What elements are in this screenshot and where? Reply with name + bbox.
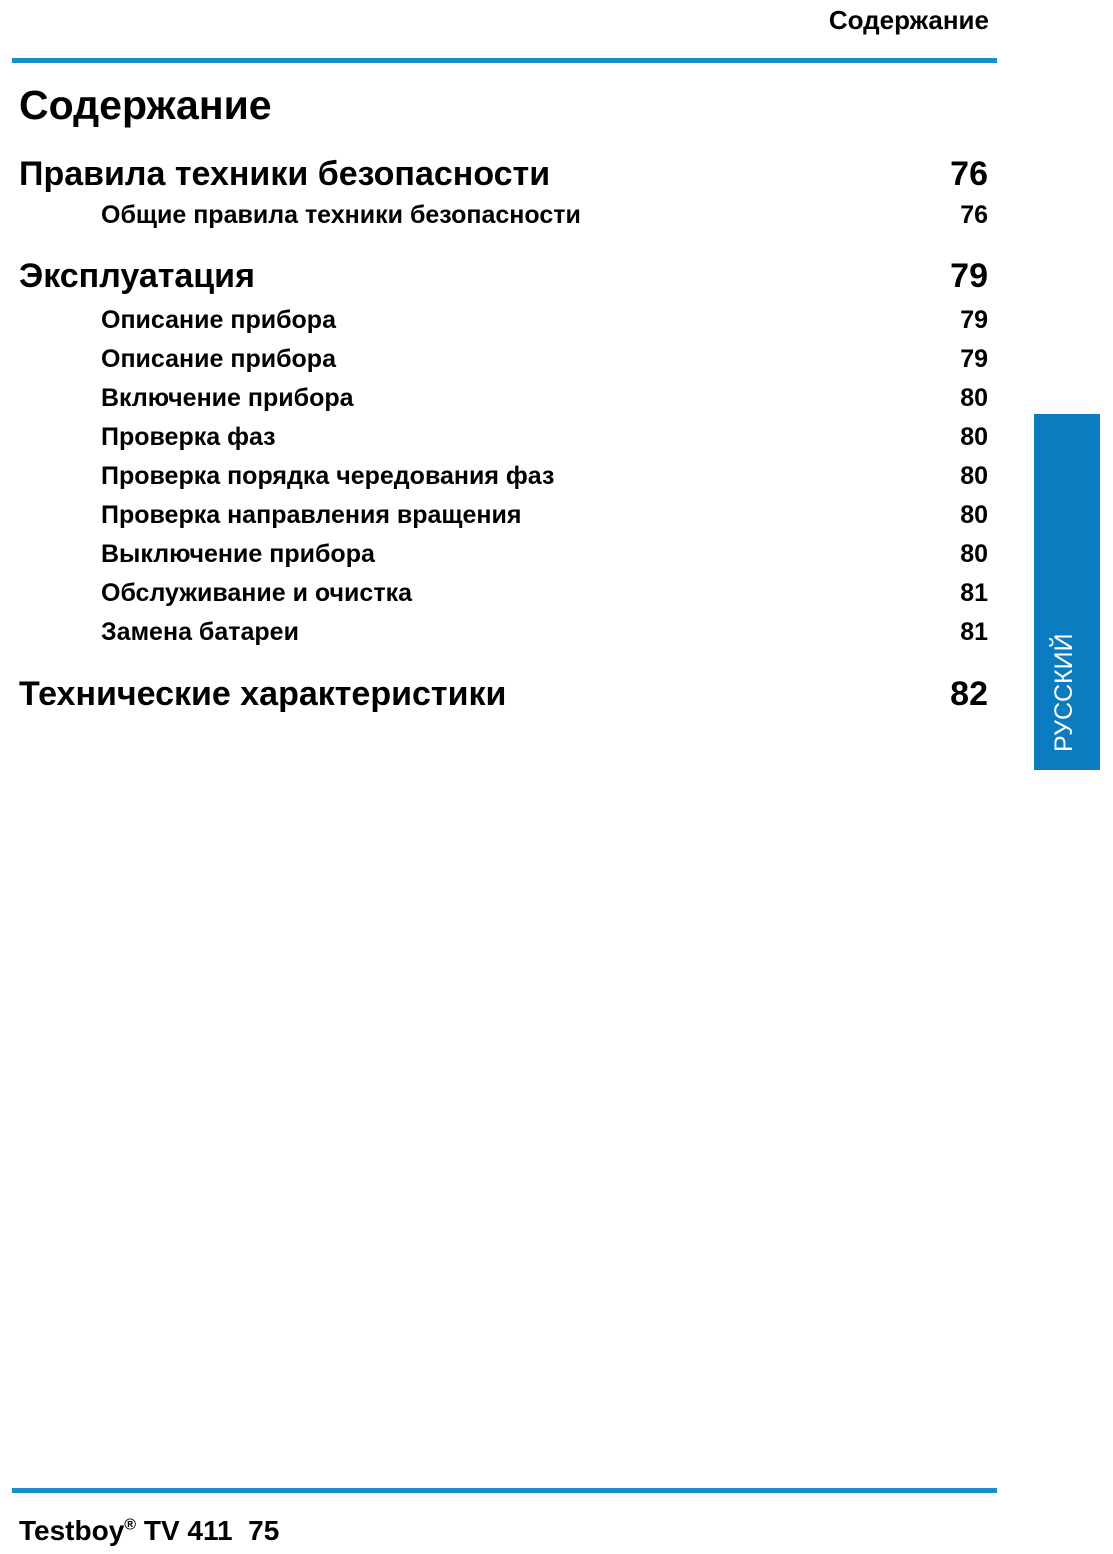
toc-item-page: 81 [960, 579, 988, 607]
language-tab: РУССКИЙ [1034, 414, 1100, 770]
page-title: Содержание [19, 82, 272, 128]
registered-mark: ® [124, 1516, 137, 1534]
running-header: Содержание [828, 5, 989, 35]
toc-item-title: Проверка порядка чередования фаз [101, 462, 555, 490]
toc-item-page: 79 [960, 345, 988, 373]
toc-item-title: Выключение прибора [101, 540, 375, 568]
toc-item-page: 76 [960, 201, 988, 229]
toc-item-page: 80 [960, 501, 988, 529]
toc-item[interactable]: Описание прибора 79 [0, 345, 988, 375]
toc-item[interactable]: Обслуживание и очистка 81 [0, 579, 988, 609]
toc-section-page: 79 [950, 257, 988, 295]
toc-item-title: Проверка фаз [101, 423, 276, 451]
footer-rule [12, 1488, 997, 1493]
toc-item-title: Общие правила техники безопасности [101, 201, 581, 229]
toc-item[interactable]: Проверка порядка чередования фаз 80 [0, 462, 988, 492]
toc-item[interactable]: Замена батареи 81 [0, 618, 988, 648]
language-tab-label: РУССКИЙ [1050, 633, 1078, 752]
toc-item-title: Описание прибора [101, 345, 336, 373]
toc-item-title: Проверка направления вращения [101, 501, 522, 529]
toc-item[interactable]: Проверка фаз 80 [0, 423, 988, 453]
toc-section[interactable]: Правила техники безопасности 76 [0, 155, 988, 195]
toc-item-page: 80 [960, 540, 988, 568]
toc-item-page: 79 [960, 306, 988, 334]
toc-item-page: 81 [960, 618, 988, 646]
footer: Testboy® TV 411 75 [19, 1515, 279, 1547]
footer-model: TV 411 [143, 1515, 233, 1546]
toc-section[interactable]: Эксплуатация 79 [0, 257, 988, 297]
toc-item-page: 80 [960, 462, 988, 490]
toc-section-title: Технические характеристики [19, 675, 507, 713]
toc-item[interactable]: Описание прибора 79 [0, 306, 988, 336]
toc-item-title: Замена батареи [101, 618, 299, 646]
header-rule [12, 58, 997, 63]
toc-item[interactable]: Проверка направления вращения 80 [0, 501, 988, 531]
footer-brand: Testboy [19, 1515, 125, 1546]
toc-section[interactable]: Технические характеристики 82 [0, 675, 988, 715]
toc-item-title: Описание прибора [101, 306, 336, 334]
toc-section-page: 76 [950, 155, 988, 193]
toc-item-title: Включение прибора [101, 384, 354, 412]
toc-item-page: 80 [960, 423, 988, 451]
toc-item-title: Обслуживание и очистка [101, 579, 412, 607]
toc-section-title: Правила техники безопасности [19, 155, 551, 193]
toc-section-title: Эксплуатация [19, 257, 255, 295]
toc-item[interactable]: Выключение прибора 80 [0, 540, 988, 570]
footer-page-number: 75 [248, 1515, 280, 1546]
toc-section-page: 82 [950, 675, 988, 713]
toc-item[interactable]: Включение прибора 80 [0, 384, 988, 414]
toc-item-page: 80 [960, 384, 988, 412]
toc-item[interactable]: Общие правила техники безопасности 76 [0, 201, 988, 231]
